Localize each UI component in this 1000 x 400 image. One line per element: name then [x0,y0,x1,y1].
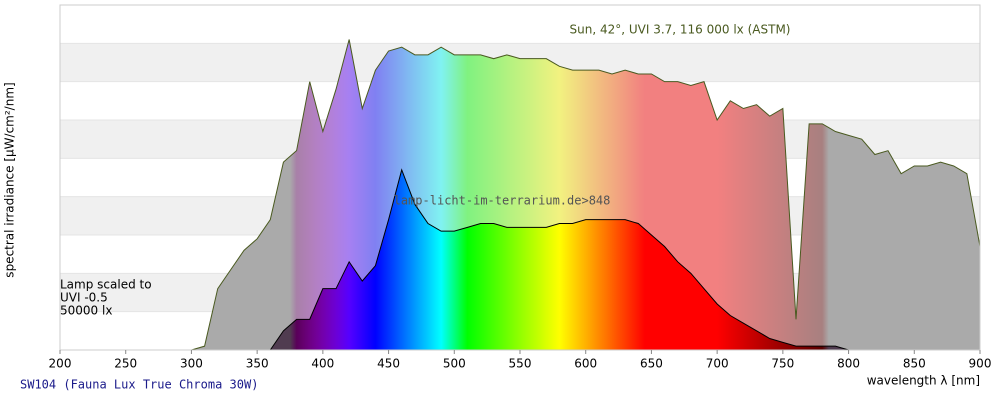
x-tick-label: 850 [903,357,926,371]
footer: SW104 (Fauna Lux True Chroma 30W) [20,378,258,392]
area [270,169,849,350]
y-axis-label: spectral irradiance [µW/cm²/nm] [3,82,17,277]
annotation: UVI -0.5 [60,291,108,305]
x-tick-label: 550 [509,357,532,371]
x-tick-label: 750 [771,357,794,371]
x-tick-label: 800 [837,357,860,371]
chart-title: Sun, 42°, UVI 3.7, 116 000 lx (ASTM) [570,23,791,37]
x-tick-label: 300 [180,357,203,371]
x-tick-label: 650 [640,357,663,371]
area [60,39,980,350]
x-tick-label: 450 [377,357,400,371]
x-tick-label: 600 [574,357,597,371]
annotation: Lamp scaled to [60,278,152,292]
x-tick-label: 350 [246,357,269,371]
x-tick-label: 900 [969,357,992,371]
x-tick-label: 200 [49,357,72,371]
x-axis-label: wavelength λ [nm] [867,374,980,388]
x-tick-label: 700 [706,357,729,371]
watermark: lamp-licht-im-terrarium.de>848 [394,194,611,208]
annotation: 50000 lx [60,304,112,318]
x-tick-label: 250 [114,357,137,371]
x-tick-label: 500 [443,357,466,371]
line [60,39,981,351]
line [269,168,849,351]
x-tick-label: 400 [311,357,334,371]
